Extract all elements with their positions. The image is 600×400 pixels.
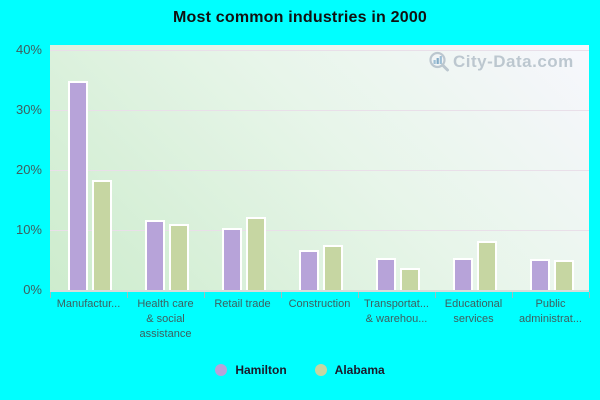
bar-hamilton-4 <box>299 250 319 290</box>
legend-swatch-alabama <box>314 364 327 376</box>
y-axis-tick-label: 0% <box>23 282 42 297</box>
legend-label: Hamilton <box>235 363 287 377</box>
gridline <box>50 170 589 171</box>
x-axis-category-label: Construction <box>288 298 351 310</box>
legend: Hamilton Alabama <box>0 363 600 377</box>
x-axis-tick <box>281 292 282 298</box>
y-axis-tick-label: 10% <box>15 222 42 237</box>
chart-title: Most common industries in 2000 <box>172 9 428 26</box>
x-axis-tick <box>204 292 205 298</box>
x-axis-tick <box>50 292 51 298</box>
bar-hamilton-7 <box>530 258 550 290</box>
y-axis-tick-label: 20% <box>15 162 42 177</box>
x-axis-tick <box>512 292 513 298</box>
legend-label: Alabama <box>334 363 385 377</box>
bar-alabama-3 <box>246 216 266 290</box>
watermark: City-Data.com <box>428 51 574 73</box>
bar-hamilton-1 <box>68 81 88 290</box>
x-axis-category-label: Health care & social assistance <box>137 298 194 340</box>
x-axis-category-label: Transportat... & warehou... <box>363 298 429 325</box>
bar-alabama-1 <box>92 179 112 290</box>
gridline <box>50 230 589 231</box>
bar-alabama-6 <box>477 240 497 290</box>
x-axis-category-label: Public administrat... <box>519 298 582 325</box>
gridline <box>50 110 589 111</box>
x-axis-tick <box>127 292 128 298</box>
x-axis-tick <box>435 292 436 298</box>
bar-alabama-2 <box>169 224 189 290</box>
y-axis-tick-label: 40% <box>15 42 42 57</box>
bar-hamilton-3 <box>222 228 242 290</box>
bar-alabama-5 <box>400 267 420 290</box>
legend-item-hamilton: Hamilton <box>215 363 287 377</box>
bar-hamilton-2 <box>145 220 165 290</box>
legend-item-alabama: Alabama <box>314 363 385 377</box>
x-axis-tick <box>358 292 359 298</box>
y-axis-tick-label: 30% <box>15 102 42 117</box>
bar-hamilton-5 <box>376 257 396 290</box>
x-axis-category-label: Retail trade <box>214 298 271 310</box>
bar-hamilton-6 <box>453 258 473 290</box>
legend-swatch-hamilton <box>215 364 228 376</box>
plot-area <box>50 45 589 292</box>
x-axis-tick <box>589 292 590 298</box>
bar-alabama-4 <box>323 245 343 290</box>
gridline <box>50 50 589 51</box>
x-axis-category-label: Manufactur... <box>56 298 121 310</box>
x-axis-category-label: Educational services <box>444 298 503 325</box>
bar-alabama-7 <box>554 260 574 290</box>
magnifier-chart-icon <box>428 51 450 73</box>
watermark-text: City-Data.com <box>453 52 574 71</box>
